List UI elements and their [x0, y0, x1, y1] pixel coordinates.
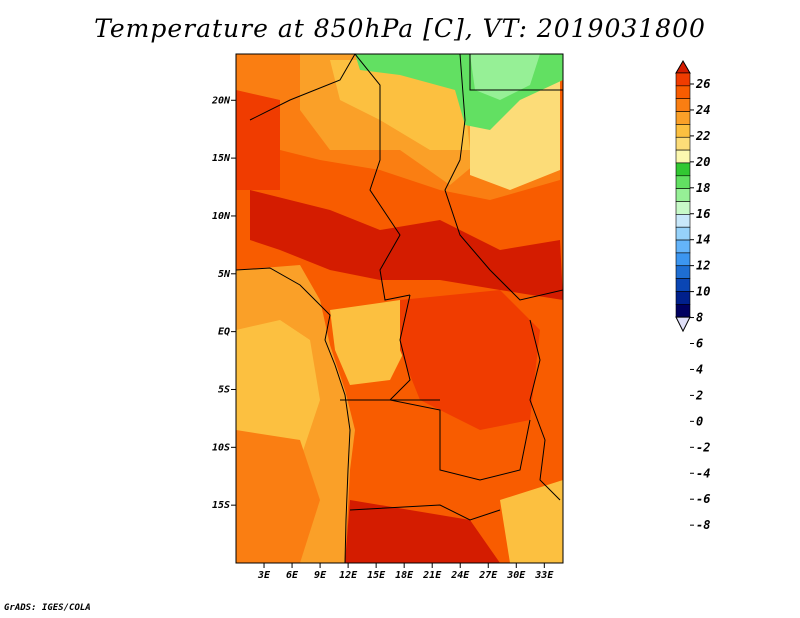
colorbar-label: 24	[695, 103, 710, 117]
colorbar-bottom-arrow	[675, 316, 691, 333]
lat-tick-label: 20N	[211, 95, 231, 106]
lon-tick-label: 18E	[395, 570, 414, 581]
colorbar-swatch	[675, 303, 691, 318]
lon-tick-label: 30E	[506, 570, 526, 581]
colorbar-label: 12	[696, 259, 710, 273]
colorbar-swatch	[675, 175, 691, 189]
lon-tick-label: 9E	[314, 570, 327, 581]
colorbar-top-arrow	[675, 60, 691, 74]
field-southeast-pale	[500, 480, 563, 563]
country-borders	[236, 54, 563, 563]
lon-tick-label: 6E	[286, 570, 299, 581]
colorbar-label: 26	[695, 77, 710, 91]
border-egypt	[469, 54, 563, 91]
lat-tick-label: 10N	[212, 211, 231, 222]
colorbar-swatch	[675, 265, 691, 279]
coastline-west	[236, 267, 351, 563]
colorbar-label: 8	[696, 311, 703, 325]
border-niger-chad	[354, 54, 411, 301]
temperature-field	[236, 54, 563, 563]
colorbar-label: -6	[696, 492, 710, 506]
colorbar-label: -4	[696, 466, 710, 480]
colorbar-swatch	[675, 136, 691, 151]
colorbar-swatch	[675, 291, 691, 305]
border-rift-lakes	[529, 319, 561, 501]
field-atlantic-south	[236, 430, 320, 563]
lat-tick-label: 5S	[218, 384, 230, 395]
lat-tick-label: 15S	[212, 500, 230, 511]
lon-tick-label: 33E	[534, 570, 554, 581]
lon-tick-label: 3E	[257, 570, 271, 581]
colorbar-label: 22	[695, 129, 710, 143]
border-namibia	[349, 504, 501, 521]
longitude-axis: 3E 6E 9E 12E 15E 18E 21E 24E 27E 30E 33E	[257, 563, 554, 581]
field-cool-light	[470, 54, 540, 100]
colorbar-swatch	[675, 188, 691, 202]
lon-tick-label: 15E	[367, 570, 386, 581]
lat-tick-label: EQ	[218, 327, 230, 338]
colorbar-swatch	[675, 85, 691, 99]
field-congo-pale	[330, 300, 410, 385]
colorbar-label: 2	[695, 388, 703, 402]
border-sudan	[444, 54, 563, 301]
field-hot-west	[236, 90, 280, 190]
map-frame	[235, 53, 564, 564]
colorbar-label: 14	[696, 233, 710, 247]
colorbar-label: 20	[695, 155, 710, 169]
border-algeria-mali	[249, 54, 356, 121]
colorbar-label: 0	[696, 414, 703, 428]
lat-tick-label: 10S	[212, 442, 230, 453]
colorbar-swatch	[675, 252, 691, 267]
field-south-hot	[345, 500, 500, 563]
lon-tick-label: 21E	[422, 570, 442, 581]
colorbar-label: -2	[696, 440, 710, 454]
colorbar-swatch	[675, 226, 691, 241]
lon-tick-label: 12E	[339, 570, 358, 581]
colorbar-label: 18	[696, 181, 710, 195]
field-central-hot	[400, 290, 540, 430]
colorbar-swatch	[675, 111, 691, 125]
colorbar-swatch	[675, 162, 691, 177]
colorbar-label: -8	[696, 518, 710, 532]
colorbar-label: 6	[696, 337, 703, 351]
grads-credit: GrADS: IGES/COLA	[4, 603, 91, 613]
map-title: Temperature at 850hPa [C], VT: 201903180…	[94, 14, 706, 43]
colorbar-label: 10	[696, 285, 710, 299]
border-drc	[388, 294, 531, 481]
colorbar-swatch	[675, 124, 691, 138]
lat-tick-label: 15N	[212, 153, 231, 164]
colorbar-swatch	[675, 278, 691, 292]
colorbar-label: 4	[696, 362, 703, 376]
lon-tick-label: 27E	[478, 570, 498, 581]
colorbar-swatch	[675, 239, 691, 254]
latitude-axis: 20N 15N 10N 5N EQ 5S 10S 15S	[211, 95, 236, 511]
field-hot-belt	[250, 190, 563, 300]
colorbar-swatch	[675, 214, 691, 228]
colorbar-swatch	[675, 98, 691, 112]
field-atlantic-light	[236, 320, 320, 470]
colorbar-swatch	[675, 72, 691, 87]
colorbar-swatch	[675, 149, 691, 164]
colorbar-label: 16	[696, 207, 710, 221]
colorbar-swatch	[675, 201, 691, 215]
lat-tick-label: 5N	[218, 269, 231, 280]
lon-tick-label: 24E	[450, 570, 470, 581]
